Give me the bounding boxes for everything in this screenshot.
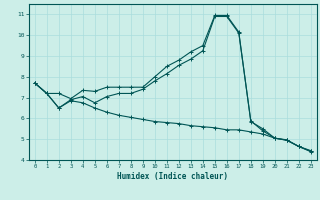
X-axis label: Humidex (Indice chaleur): Humidex (Indice chaleur) <box>117 172 228 181</box>
